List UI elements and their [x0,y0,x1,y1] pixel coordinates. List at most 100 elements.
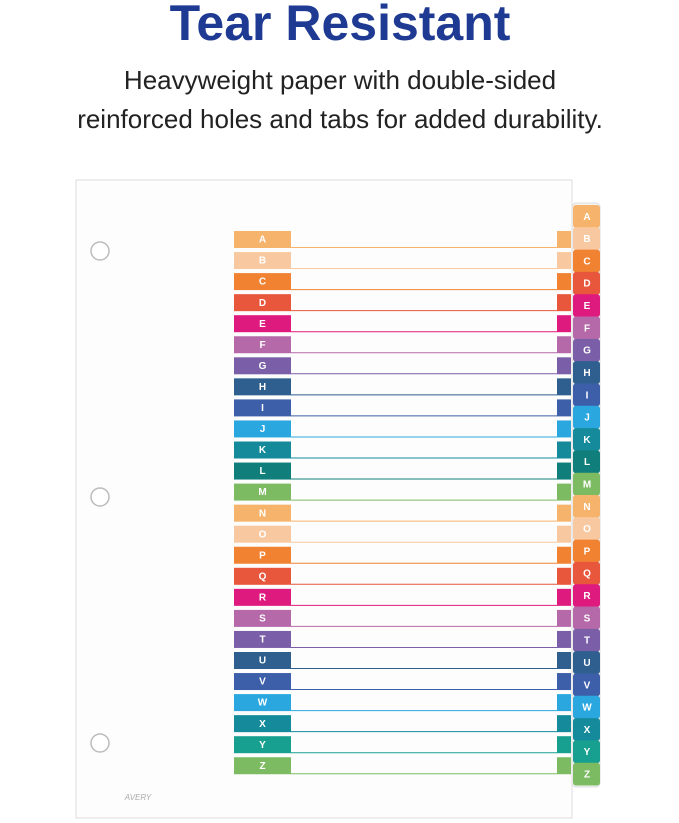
toc-letter: S [259,614,266,625]
toc-label [234,231,291,248]
toc-label [234,694,291,712]
side-tab-letter: R [583,591,591,602]
toc-label [234,483,291,501]
side-tab-letter: Y [584,747,591,758]
toc-marker [557,567,571,585]
toc-label [234,525,291,543]
side-tab [573,740,600,764]
toc-letter: A [259,235,266,246]
side-tab-letter: D [583,279,590,290]
side-tab [573,762,600,786]
toc-marker [557,694,571,712]
side-tab [573,450,600,474]
toc-marker [557,441,571,459]
toc-label [234,609,291,627]
side-tab [573,695,600,719]
toc-label [234,357,291,375]
toc-letter: O [259,529,267,540]
side-tab-letter: Q [583,569,591,580]
toc-letter: P [259,550,266,561]
side-tab-letter: J [584,413,590,424]
side-tab [573,561,600,585]
side-tab [573,517,600,541]
toc-marker [557,273,571,291]
toc-label [234,336,291,354]
toc-letter: B [259,256,266,267]
toc-label [234,504,291,522]
toc-letter: Z [259,761,265,772]
toc-marker [557,609,571,627]
toc-marker [557,420,571,438]
toc-marker [557,504,571,522]
brand: AVERY [124,793,152,802]
toc-marker [557,357,571,375]
side-tab-letter: U [583,658,590,669]
hole [90,733,110,753]
side-tab [573,472,600,496]
toc-label [234,420,291,438]
toc-marker [557,294,571,312]
side-tab-letter: B [583,234,590,245]
toc-marker [557,252,571,270]
toc-letter: K [259,445,267,456]
toc-letter: N [259,508,266,519]
toc-label [234,567,291,585]
toc-label [234,715,291,733]
side-tab-letter: H [583,368,590,379]
side-tab [573,405,600,429]
side-tab [573,338,600,362]
toc-marker [557,673,571,691]
toc-marker [557,757,571,775]
subtitle: reinforced holes and tabs for added dura… [77,104,603,134]
toc-marker [557,462,571,480]
side-tab-letter: K [583,435,591,446]
toc-marker [557,399,571,417]
side-tab [573,383,600,407]
subtitle: Heavyweight paper with double-sided [124,65,556,95]
hole [90,241,110,261]
toc-letter: L [259,466,265,477]
side-tab-letter: G [583,346,591,357]
toc-letter: T [259,635,265,646]
toc-letter: F [259,340,265,351]
toc-letter: H [259,382,266,393]
toc-letter: X [259,719,266,730]
side-tab [573,249,600,273]
side-tab [573,428,600,451]
side-tab-letter: S [584,613,591,624]
toc-label [234,378,291,396]
toc-marker [557,336,571,354]
toc-marker [557,715,571,733]
toc-label [234,315,291,333]
side-tab-letter: W [582,703,592,714]
side-tab-letter: X [584,725,591,736]
toc-marker [557,546,571,564]
toc-letter: J [260,424,266,435]
toc-label [234,630,291,648]
toc-marker [557,630,571,648]
toc-letter: G [259,361,267,372]
toc-letter: M [258,487,266,498]
side-tab-letter: N [583,502,590,513]
side-tab [573,718,600,741]
toc-letter: I [261,403,264,414]
toc-marker [557,652,571,669]
side-tab-letter: I [586,390,589,401]
side-tab-letter: V [584,680,591,691]
hole [90,487,110,507]
side-tab [573,673,600,697]
side-tab [573,205,600,228]
side-tab [573,227,600,251]
side-tab-letter: O [583,524,591,535]
side-tab [573,539,600,563]
side-tab-letter: F [584,323,590,334]
toc-label [234,673,291,691]
side-tab [573,584,600,608]
side-tab-letter: A [583,212,590,223]
toc-letter: E [259,319,266,330]
toc-letter: U [259,656,266,667]
toc-letter: R [259,592,267,603]
